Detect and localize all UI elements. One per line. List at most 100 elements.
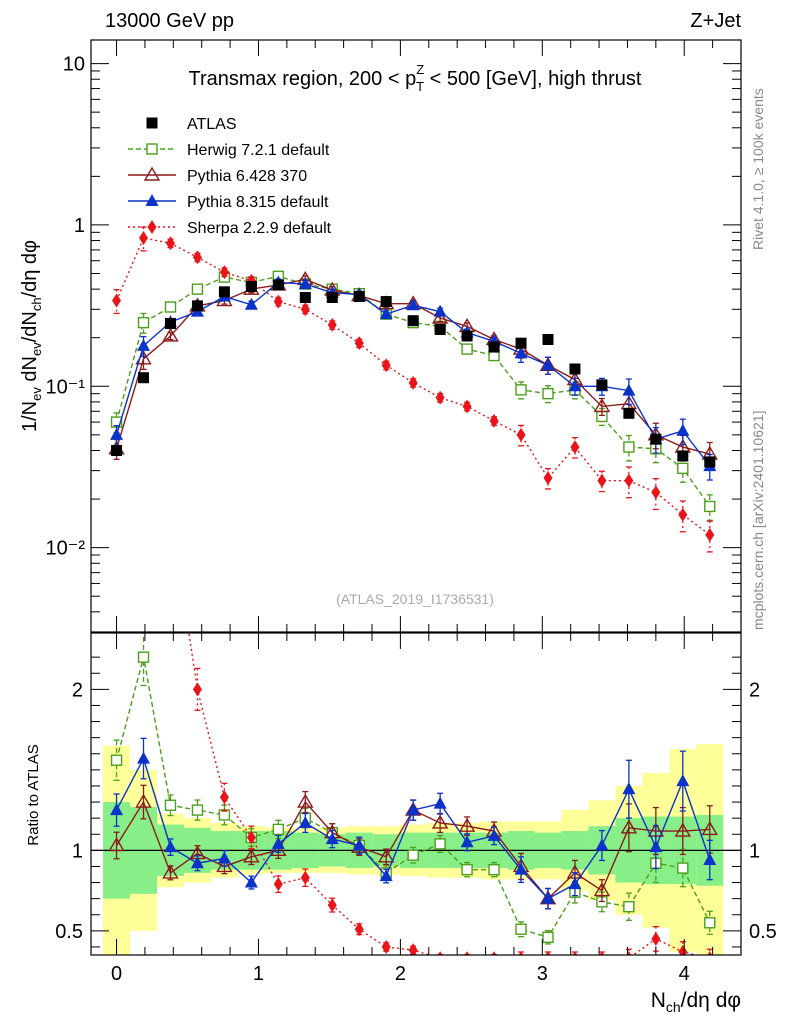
atlas-point (164, 317, 176, 329)
sherpa-point (651, 931, 661, 946)
sherpa-point (273, 877, 283, 892)
pythia6-point (243, 848, 260, 863)
ratio-y-tick-label-right: 2 (749, 679, 760, 701)
pythia8-point (514, 862, 528, 875)
pythia8-point (190, 856, 204, 869)
herwig-point (434, 838, 446, 850)
herwig-line (115, 656, 711, 939)
y-axis-label: 1/Nev dNev/dNch/dη dφ (19, 240, 44, 432)
herwig-point (461, 863, 473, 876)
pythia6-point (108, 837, 125, 852)
legend: ATLAS Herwig 7.2.1 default Pythia 6.428 37… (128, 116, 332, 237)
sherpa-point (139, 230, 149, 245)
sherpa-point (462, 399, 472, 414)
herwig-point (677, 862, 689, 874)
pythia8-point (676, 774, 690, 787)
x-tick-label: 4 (679, 963, 690, 985)
pythia6-point (377, 848, 395, 863)
atlas-point (488, 341, 500, 353)
sherpa-point (678, 507, 688, 522)
atlas-point (111, 444, 123, 456)
sherpa-point (705, 527, 715, 542)
atlas-point (461, 330, 473, 342)
atlas-point (623, 407, 635, 419)
atlas-point (704, 456, 716, 468)
herwig-point (191, 804, 204, 816)
legend-marker-pythia8 (145, 194, 159, 206)
herwig-point (407, 849, 419, 861)
pythia6-point (674, 822, 692, 837)
header-left: 13000 GeV pp (105, 10, 234, 32)
sherpa-point (219, 790, 229, 805)
pythia8-point (352, 838, 366, 851)
sherpa-point (219, 265, 229, 280)
pythia8-point (110, 427, 124, 440)
y-tick-label: 1 (74, 215, 85, 237)
ratio-plot-axes: 0.5 0.5 1 1 2 2 0 1 2 3 4 (55, 633, 777, 985)
sherpa-point (300, 302, 310, 317)
main-plot-data (108, 226, 718, 553)
atlas-point (218, 286, 230, 298)
ratio-y-tick-label-right: 0.5 (749, 921, 777, 943)
atlas-point (353, 291, 365, 303)
pythia6-point (431, 309, 449, 324)
sherpa-point (300, 870, 310, 885)
header-right: Z+Jet (690, 10, 741, 32)
pythia6-point (162, 327, 179, 342)
pythia6-point (701, 821, 718, 836)
herwig-point (110, 754, 123, 766)
sherpa-point (166, 505, 175, 519)
pythia6-point (431, 814, 449, 829)
pythia8-point (163, 840, 177, 853)
herwig-point (542, 931, 554, 943)
sherpa-point (408, 375, 418, 390)
pythia8-point (433, 304, 447, 317)
pythia8-point (137, 338, 151, 351)
pythia8-point (568, 379, 582, 392)
legend-marker-sherpa (147, 220, 157, 234)
herwig-point (272, 823, 285, 836)
legend-marker-pythia6 (143, 166, 161, 181)
herwig-point (677, 462, 689, 475)
atlas-point (245, 281, 257, 293)
sherpa-point (112, 293, 122, 308)
atlas-point (650, 433, 662, 445)
main-plot-frame (90, 39, 742, 633)
pythia6-point (135, 793, 152, 808)
sherpa-point (408, 943, 418, 955)
pythia8-point (541, 358, 555, 371)
atlas-point (542, 333, 554, 345)
pythia8-point (622, 782, 636, 795)
ratio-y-tick-label: 0.5 (55, 921, 83, 943)
herwig-point (623, 441, 635, 453)
atlas-point (677, 450, 689, 462)
pythia8-point (137, 751, 151, 764)
x-tick-label: 0 (111, 963, 122, 985)
pythia8-point (244, 297, 258, 310)
atlas-point (138, 372, 150, 384)
legend-label-sherpa: Sherpa 2.2.9 default (187, 220, 332, 237)
sherpa-point (599, 951, 605, 955)
herwig-point (137, 316, 150, 329)
sherpa-point (381, 358, 391, 373)
sherpa-point (570, 440, 580, 455)
legend-label-herwig: Herwig 7.2.1 default (187, 142, 330, 159)
analysis-watermark: (ATLAS_2019_I1736531) (336, 591, 494, 607)
pythia8-point (298, 277, 312, 290)
pythia6-point (216, 858, 233, 873)
pythia8-point (703, 853, 717, 866)
legend-label-pythia6: Pythia 6.428 370 (187, 168, 307, 185)
pythia8-point (406, 803, 420, 816)
herwig-point (488, 863, 500, 876)
ratio-y-tick-label: 1 (72, 840, 83, 862)
herwig-line (115, 275, 711, 507)
sherpa-point (491, 951, 497, 955)
pythia8-point (487, 828, 501, 841)
pythia8-point (622, 383, 636, 396)
pythia6-point (162, 864, 179, 879)
herwig-point (623, 901, 635, 913)
pythia8-point (595, 838, 609, 851)
legend-label-atlas: ATLAS (187, 116, 237, 133)
sherpa-point (437, 951, 443, 955)
